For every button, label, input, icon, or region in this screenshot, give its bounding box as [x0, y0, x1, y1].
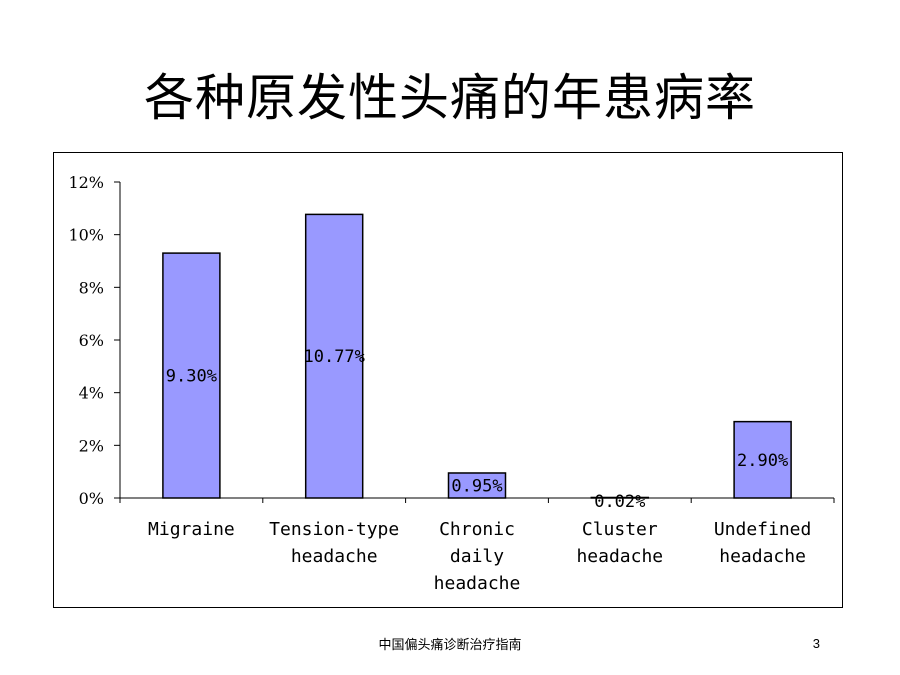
data-label: 10.77% [303, 347, 364, 367]
bar [447, 472, 507, 499]
y-tick-label: 0% [79, 489, 104, 508]
x-category-label: headache [434, 573, 521, 594]
y-tick-label: 8% [79, 278, 104, 297]
x-category-label: headache [576, 546, 663, 567]
y-tick-label: 4% [79, 384, 104, 403]
data-label: 0.95% [451, 476, 502, 496]
y-tick-label: 6% [79, 331, 104, 350]
y-tick-label: 12% [68, 173, 104, 192]
bar [162, 252, 221, 499]
slide-title: 各种原发性头痛的年患病率 [144, 69, 756, 127]
data-label: 9.30% [166, 367, 217, 387]
bar [733, 420, 792, 499]
footer-text: 中国偏头痛诊断治疗指南 [378, 638, 522, 653]
bar [590, 496, 650, 499]
x-category-label: Tension-type [269, 519, 399, 540]
x-category-label: Chronic [439, 519, 515, 540]
x-category-label: Cluster [582, 519, 658, 540]
x-category-label: daily [450, 546, 504, 567]
chart-frame: 0% 2% 4% 6% 8% 10% 12% 9.30% Migraine 10.77% Tensi… [53, 152, 843, 608]
x-category-label: Migraine [148, 519, 235, 540]
y-tick-label: 10% [68, 226, 104, 245]
x-category-label: Undefined [714, 519, 812, 540]
bar-chart: 0% 2% 4% 6% 8% 10% 12% 9.30% Migraine 10.77% Tensi… [68, 173, 835, 594]
y-tick-label: 2% [79, 436, 104, 455]
data-label: 0.02% [594, 492, 645, 512]
x-category-label: headache [719, 546, 806, 567]
data-label: 2.90% [737, 451, 788, 471]
bar [304, 213, 364, 499]
x-category-label: headache [291, 546, 378, 567]
page-number: 3 [812, 636, 820, 651]
